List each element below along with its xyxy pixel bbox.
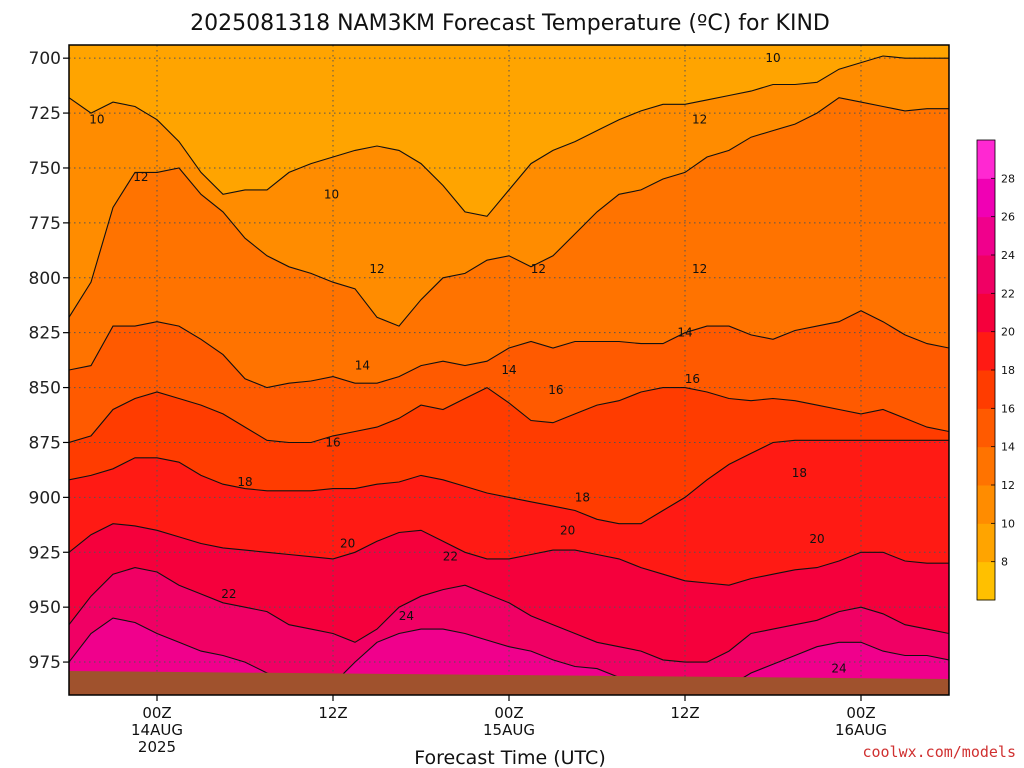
colorbar: 8 10 12 14 16 18 20 22 24 26 28	[976, 139, 1015, 601]
isotherm-label-20: 20	[809, 532, 824, 546]
band-above-24	[69, 618, 949, 695]
colorbar-label-26: 26	[1001, 211, 1015, 224]
surface-terrain	[69, 671, 949, 695]
colorbar-swatch-7	[977, 293, 995, 333]
colorbar-label-22: 22	[1001, 287, 1015, 300]
isotherm-label-22: 22	[221, 587, 236, 601]
y-tick-label-950: 950	[29, 598, 61, 618]
credit-text: coolwx.com/models	[862, 743, 1016, 761]
colorbar-swatch-2	[977, 485, 995, 524]
y-tick-label-975: 975	[29, 653, 61, 673]
isotherm-label-24: 24	[399, 609, 414, 623]
colorbar-swatch-10	[977, 178, 995, 218]
isotherm-label-22: 22	[443, 550, 458, 564]
y-tick-label-700: 700	[29, 49, 61, 69]
colorbar-swatch-8	[977, 255, 995, 294]
chart-title: 2025081318 NAM3KM Forecast Temperature (…	[190, 11, 830, 36]
x-tick-label: 00Z	[846, 704, 875, 722]
isotherm-lines	[69, 55, 949, 687]
y-tick-label-825: 825	[29, 324, 61, 344]
isotherm-label-10: 10	[324, 187, 339, 201]
x-axis-label: Forecast Time (UTC)	[414, 747, 605, 768]
isotherm-label-18: 18	[237, 475, 252, 489]
colorbar-swatch-6	[977, 331, 995, 371]
y-tick-label-750: 750	[29, 159, 61, 179]
isotherm-22	[69, 567, 949, 663]
isotherm-label-10: 10	[89, 113, 104, 127]
isotherm-label-12: 12	[369, 262, 384, 276]
x-tick-label: 00Z	[494, 704, 523, 722]
y-tick-label-775: 775	[29, 214, 61, 234]
colorbar-label-14: 14	[1001, 441, 1015, 454]
isotherm-label-12: 12	[531, 262, 546, 276]
isotherm-label-16: 16	[685, 372, 700, 386]
y-tick-label-800: 800	[29, 269, 61, 289]
isotherm-24	[69, 617, 949, 687]
colorbar-swatch-11	[977, 140, 995, 179]
isotherm-labels: 10 10 10 12 12 12 12 12 14 14 14 16 16 16 18 18 18 20 20 20…	[89, 51, 846, 675]
isotherm-label-18: 18	[575, 490, 590, 504]
colorbar-swatch-3	[977, 446, 995, 486]
isotherm-label-12: 12	[692, 262, 707, 276]
colorbar-label-20: 20	[1001, 326, 1015, 339]
plot-area	[69, 45, 949, 695]
isotherm-20	[69, 523, 949, 586]
x-tick-label: 15AUG	[483, 721, 535, 739]
isotherm-16	[69, 386, 949, 444]
colorbar-label-10: 10	[1001, 517, 1015, 530]
isotherm-12	[69, 97, 949, 327]
isotherm-10	[69, 55, 949, 217]
y-tick-label-900: 900	[29, 488, 61, 508]
x-tick-label: 16AUG	[835, 721, 887, 739]
isotherm-label-10: 10	[765, 51, 780, 65]
isotherm-label-16: 16	[325, 435, 340, 449]
isotherm-label-24: 24	[831, 662, 846, 676]
colorbar-label-8: 8	[1001, 556, 1008, 569]
y-tick-label-875: 875	[29, 433, 61, 453]
isotherm-label-20: 20	[340, 536, 355, 550]
y-axis: 700 725 750 775 800 825 850 875 900 925 950 975	[29, 49, 69, 673]
y-tick-label-850: 850	[29, 379, 61, 399]
colorbar-swatch-4	[977, 408, 995, 448]
isotherm-label-14: 14	[501, 363, 516, 377]
isotherm-14	[69, 310, 949, 389]
x-tick-label: 2025	[138, 738, 176, 756]
x-tick-label: 12Z	[670, 704, 699, 722]
colorbar-label-12: 12	[1001, 479, 1015, 492]
isotherm-18	[69, 439, 949, 525]
isotherm-label-20: 20	[560, 523, 575, 537]
isotherm-label-16: 16	[548, 383, 563, 397]
colorbar-label-28: 28	[1001, 172, 1015, 185]
isotherm-label-14: 14	[677, 326, 692, 340]
isotherm-label-12: 12	[133, 170, 148, 184]
isotherm-label-12: 12	[692, 113, 707, 127]
colorbar-label-24: 24	[1001, 249, 1015, 262]
y-tick-label-925: 925	[29, 543, 61, 563]
colorbar-swatch-9	[977, 216, 995, 256]
colorbar-swatch-1	[977, 523, 995, 563]
x-tick-label: 14AUG	[131, 721, 183, 739]
ground-surface	[69, 671, 949, 695]
x-tick-label: 00Z	[142, 704, 171, 722]
isotherm-label-18: 18	[792, 466, 807, 480]
x-tick-label: 12Z	[318, 704, 347, 722]
colorbar-label-16: 16	[1001, 402, 1015, 415]
isotherm-label-14: 14	[355, 359, 370, 373]
colorbar-label-18: 18	[1001, 364, 1015, 377]
colorbar-swatch-0	[977, 561, 995, 601]
y-tick-label-725: 725	[29, 104, 61, 124]
colorbar-swatch-5	[977, 370, 995, 409]
